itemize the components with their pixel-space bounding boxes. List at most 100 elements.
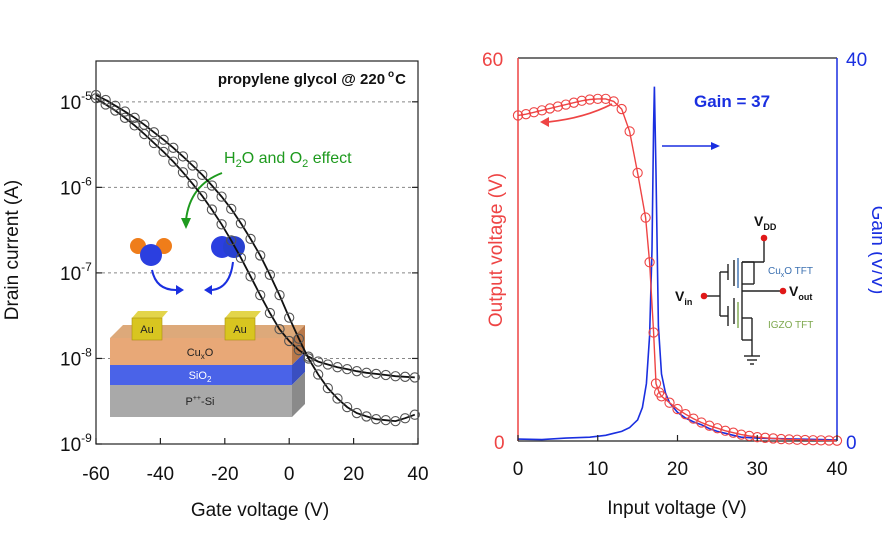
- left-data-point: [351, 366, 362, 377]
- left-x-tick-labels: -60 -40 -20 0 20 40: [82, 438, 429, 485]
- left-data-point: [274, 324, 285, 335]
- left-data-point: [235, 218, 247, 229]
- output-data-point: [568, 97, 579, 108]
- left-data-point: [197, 169, 208, 181]
- left-data-point: [177, 167, 189, 178]
- output-data-point: [544, 103, 556, 114]
- left-data-point: [100, 94, 111, 106]
- output-data-point: [644, 257, 655, 268]
- left-data-point: [370, 368, 382, 380]
- output-data-point: [656, 391, 667, 402]
- output-data-point: [624, 126, 635, 137]
- left-data-point: [303, 353, 314, 364]
- left-data-point: [90, 89, 102, 101]
- left-data-point: [119, 106, 131, 117]
- left-data-point: [342, 363, 353, 375]
- left-data-point: [168, 142, 179, 153]
- left-data-point: [129, 112, 140, 123]
- left-data-point: [390, 415, 401, 427]
- output-data-point: [776, 433, 787, 445]
- left-data-point: [206, 180, 218, 191]
- output-data-point: [552, 101, 564, 112]
- left-y-tick-label: 10-9: [60, 431, 92, 456]
- left-data-point: [158, 146, 169, 158]
- left-data-point: [255, 250, 266, 261]
- left-data-point: [322, 359, 333, 370]
- right-x-tick-label: 0: [513, 459, 524, 480]
- transfer-curve-chart: Au Au CuxO SiO2 P++-Si propylene glycol …: [2, 60, 429, 521]
- left-x-tick-label: -40: [147, 464, 174, 485]
- output-data-point: [736, 429, 747, 440]
- left-data-point: [226, 235, 237, 246]
- left-y-axis-label: Drain current (A): [2, 180, 23, 320]
- output-data-point: [768, 433, 779, 444]
- sio2-label: SiO2: [189, 370, 212, 384]
- au-right-label: Au: [233, 324, 246, 336]
- right-x-tick-label: 10: [587, 459, 608, 480]
- left-y-tick-label: 10-7: [60, 260, 92, 285]
- output-data-point: [664, 397, 675, 408]
- sio2-layer: [110, 365, 292, 385]
- right-plot-area: [518, 58, 837, 441]
- igzo-tft-label: IGZO TFT: [768, 320, 813, 331]
- right-x-tick-label: 40: [826, 459, 847, 480]
- au-right-top: [225, 311, 261, 318]
- left-data-point: [187, 160, 198, 171]
- output-data-point: [512, 110, 524, 121]
- gain-annotation: Gain = 37: [694, 92, 770, 111]
- inverter-chart: Gain = 37: [482, 50, 882, 519]
- output-data-point: [744, 430, 755, 442]
- output-data-point: [720, 425, 731, 436]
- output-data-point: [648, 327, 659, 338]
- inverter-circuit-inset: [704, 238, 781, 365]
- left-data-point: [110, 100, 121, 111]
- left-data-point: [399, 413, 411, 424]
- output-data-point: [528, 107, 540, 118]
- output-arrow: [547, 103, 613, 123]
- left-data-point: [409, 409, 420, 420]
- output-data-point: [592, 93, 603, 105]
- output-data-point: [712, 423, 723, 434]
- left-x-tick-label: 40: [407, 464, 428, 485]
- left-x-tick-label: -60: [82, 464, 109, 485]
- si-label: P++-Si: [186, 395, 215, 408]
- output-data-point: [632, 167, 643, 179]
- left-chart-title: propylene glycol @ 220 oC: [218, 69, 406, 88]
- output-data-point: [600, 93, 611, 105]
- left-data-point: [332, 362, 343, 373]
- left-data-point: [332, 393, 343, 404]
- left-x-tick-label: 20: [343, 464, 364, 485]
- left-y-tick-labels: 10-5 10-6 10-7 10-8 10-9: [60, 89, 418, 456]
- output-data-point: [616, 103, 627, 115]
- right-left-y-axis-label: Output voltage (V): [486, 173, 507, 327]
- left-data-point: [197, 190, 208, 202]
- output-data-point: [823, 435, 835, 446]
- left-data-point: [148, 127, 160, 138]
- si-layer-side: [292, 372, 305, 417]
- vout-label: Vout: [789, 283, 812, 302]
- right-x-tick-labels: 0 10 20 30 40: [513, 435, 848, 480]
- left-data-point: [409, 372, 420, 383]
- water-molecule-icon: [130, 238, 172, 266]
- left-data-point: [313, 356, 324, 367]
- output-data-point: [799, 434, 811, 446]
- left-data-point: [187, 178, 198, 189]
- output-data-point: [680, 409, 691, 420]
- output-data-point: [650, 378, 662, 389]
- left-data-series: [90, 89, 420, 427]
- right-y-tick-bottom: 0: [846, 433, 857, 454]
- left-x-tick-label: 0: [284, 464, 295, 485]
- cuxo-tft-label: CuxO TFT: [768, 266, 813, 279]
- left-data-point: [235, 252, 247, 263]
- vin-label: Vin: [675, 288, 692, 307]
- left-y-tick-bottom: 0: [494, 433, 505, 454]
- left-y-tick-label: 10-8: [60, 345, 92, 370]
- left-data-point: [370, 414, 382, 425]
- h2o-o2-effect-annotation: H2O and O2 effect: [224, 150, 352, 170]
- left-data-point: [274, 289, 285, 301]
- left-data-point: [139, 119, 150, 130]
- output-data-point: [752, 432, 763, 443]
- output-data-point: [760, 432, 771, 443]
- left-data-point: [351, 407, 362, 419]
